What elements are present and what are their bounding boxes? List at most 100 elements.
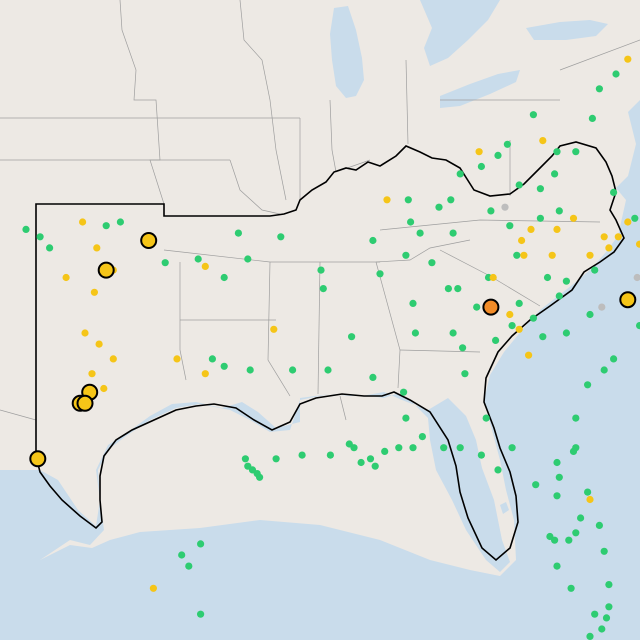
station-marker-no-data[interactable] xyxy=(501,203,509,211)
station-marker-no-data[interactable] xyxy=(598,303,606,311)
station-marker-moderate[interactable] xyxy=(520,251,528,259)
station-marker-good[interactable] xyxy=(610,355,618,363)
station-marker-good[interactable] xyxy=(605,581,613,589)
station-marker-good[interactable] xyxy=(536,214,545,222)
station-marker-good[interactable] xyxy=(435,203,443,211)
station-marker-good[interactable] xyxy=(494,466,502,474)
station-marker-good[interactable] xyxy=(256,473,264,481)
station-marker-moderate[interactable] xyxy=(88,370,96,378)
station-marker-moderate[interactable] xyxy=(624,218,632,226)
station-marker-good[interactable] xyxy=(529,314,538,322)
station-marker-good[interactable] xyxy=(631,214,639,222)
station-marker-good[interactable] xyxy=(409,299,417,307)
station-marker-good[interactable] xyxy=(444,285,452,293)
station-marker-moderate[interactable] xyxy=(270,325,278,333)
station-marker-good[interactable] xyxy=(116,218,124,226)
station-marker-good[interactable] xyxy=(477,162,485,171)
station-marker-moderate[interactable] xyxy=(149,584,157,592)
station-marker-good[interactable] xyxy=(22,225,30,233)
station-marker-good[interactable] xyxy=(555,292,563,300)
station-marker-good[interactable] xyxy=(197,540,205,548)
station-marker-good[interactable] xyxy=(440,444,448,452)
station-marker-moderate[interactable] xyxy=(383,196,391,204)
station-marker-moderate[interactable] xyxy=(525,351,533,359)
station-marker-no-data[interactable] xyxy=(633,273,640,282)
station-marker-good[interactable] xyxy=(456,170,464,178)
station-marker-moderate[interactable] xyxy=(95,340,103,348)
station-marker-moderate[interactable] xyxy=(605,244,613,252)
station-marker-moderate[interactable] xyxy=(553,225,561,233)
station-marker-good[interactable] xyxy=(298,451,306,459)
station-marker-good[interactable] xyxy=(220,362,228,370)
station-marker-good[interactable] xyxy=(584,381,592,389)
station-marker-good[interactable] xyxy=(185,562,193,570)
station-marker-good[interactable] xyxy=(454,285,462,293)
station-marker-good[interactable] xyxy=(636,322,640,330)
station-marker-good[interactable] xyxy=(447,196,455,204)
station-marker-good[interactable] xyxy=(456,444,464,452)
station-marker-good[interactable] xyxy=(555,473,563,481)
station-marker-moderate[interactable] xyxy=(600,233,608,241)
station-marker-good[interactable] xyxy=(381,447,389,455)
station-marker-moderate[interactable] xyxy=(636,240,640,248)
station-marker-good[interactable] xyxy=(487,207,495,215)
station-marker-good[interactable] xyxy=(562,277,571,285)
station-marker-good[interactable] xyxy=(553,148,561,156)
station-marker-good[interactable] xyxy=(220,273,228,282)
station-marker-good[interactable] xyxy=(461,370,469,378)
station-marker-moderate[interactable] xyxy=(100,384,108,393)
station-marker-good[interactable] xyxy=(357,458,365,467)
station-marker-good[interactable] xyxy=(409,444,417,452)
station-marker-moderate[interactable] xyxy=(173,355,181,363)
station-marker-good[interactable] xyxy=(36,233,44,241)
station-marker-good[interactable] xyxy=(595,521,604,530)
station-marker-good[interactable] xyxy=(612,70,620,78)
station-marker-good[interactable] xyxy=(562,329,571,337)
station-marker-good[interactable] xyxy=(539,333,547,341)
station-marker-good[interactable] xyxy=(591,610,599,618)
station-marker-good[interactable] xyxy=(178,551,186,559)
station-marker-good[interactable] xyxy=(246,366,254,374)
station-marker-good[interactable] xyxy=(492,336,500,344)
station-marker-good[interactable] xyxy=(565,536,573,544)
station-marker-moderate[interactable] xyxy=(548,251,556,259)
station-marker-good[interactable] xyxy=(348,333,356,341)
station-marker-moderate[interactable] xyxy=(515,325,523,333)
station-marker-good[interactable] xyxy=(508,322,516,330)
station-marker-good[interactable] xyxy=(586,632,594,640)
station-marker-good[interactable] xyxy=(572,529,580,537)
station-marker-good[interactable] xyxy=(400,388,408,396)
station-marker-good[interactable] xyxy=(350,444,358,452)
station-marker-good[interactable] xyxy=(482,414,490,422)
station-marker-good[interactable] xyxy=(395,444,403,452)
station-marker-good[interactable] xyxy=(234,229,242,237)
station-marker-good[interactable] xyxy=(404,196,412,204)
station-marker-good[interactable] xyxy=(572,414,580,422)
station-marker-good[interactable] xyxy=(536,185,545,193)
station-marker-good[interactable] xyxy=(553,458,561,467)
station-marker-good[interactable] xyxy=(317,266,325,274)
station-marker-good[interactable] xyxy=(610,188,618,196)
station-marker-good[interactable] xyxy=(428,259,436,267)
station-marker-good[interactable] xyxy=(513,251,521,259)
station-marker-large-moderate[interactable] xyxy=(619,291,637,309)
station-marker-good[interactable] xyxy=(161,259,169,267)
station-marker-good[interactable] xyxy=(326,451,334,459)
station-marker-good[interactable] xyxy=(369,236,377,245)
station-marker-moderate[interactable] xyxy=(586,251,594,259)
station-marker-good[interactable] xyxy=(598,625,606,633)
station-marker-moderate[interactable] xyxy=(614,233,622,241)
station-marker-moderate[interactable] xyxy=(475,148,483,156)
station-marker-moderate[interactable] xyxy=(518,236,526,245)
station-marker-moderate[interactable] xyxy=(586,495,594,504)
station-marker-good[interactable] xyxy=(553,562,561,570)
station-marker-good[interactable] xyxy=(319,285,327,293)
station-marker-good[interactable] xyxy=(577,514,585,522)
station-marker-good[interactable] xyxy=(529,111,538,119)
station-marker-good[interactable] xyxy=(595,85,604,93)
station-marker-good[interactable] xyxy=(532,481,540,489)
station-marker-good[interactable] xyxy=(600,547,608,555)
station-marker-good[interactable] xyxy=(602,614,611,622)
station-marker-good[interactable] xyxy=(543,273,552,282)
station-marker-moderate[interactable] xyxy=(201,262,209,270)
